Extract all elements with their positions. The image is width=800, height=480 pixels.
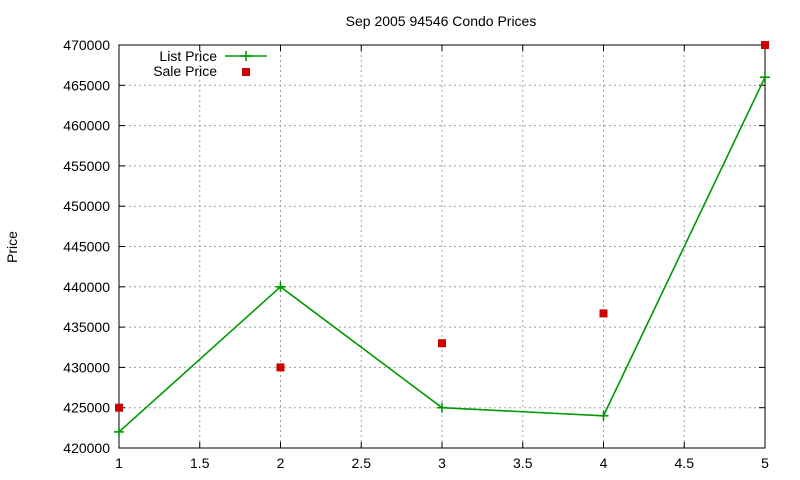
sale-price-point	[115, 403, 123, 412]
legend-swatch-sale-price	[242, 68, 250, 76]
chart-title: Sep 2005 94546 Condo Prices	[346, 13, 537, 29]
x-tick-label: 3	[438, 455, 446, 471]
list-price-point	[760, 72, 770, 83]
y-tick-label: 465000	[63, 77, 110, 93]
legend-label-list-price: List Price	[159, 48, 217, 64]
list-price-point	[114, 426, 124, 437]
y-tick-label: 425000	[63, 400, 110, 416]
sale-price-point	[599, 309, 608, 318]
grid	[119, 45, 765, 448]
x-tick-label: 4	[600, 455, 608, 471]
y-tick-label: 455000	[63, 158, 110, 174]
y-tick-label: 420000	[63, 440, 110, 456]
x-tick-label: 1.5	[190, 455, 210, 471]
list-price-point	[598, 410, 609, 421]
x-tick-label: 3.5	[513, 455, 533, 471]
series	[114, 41, 770, 437]
y-tick-label: 430000	[63, 359, 110, 375]
y-tick-label: 435000	[63, 319, 110, 335]
list-price-point	[275, 281, 286, 292]
y-tick-label: 470000	[63, 37, 110, 53]
legend-label-sale-price: Sale Price	[153, 63, 217, 79]
x-tick-label: 2.5	[352, 455, 372, 471]
axis-ticks: 1 1.5 2 2.5 3 3.5 4 4.5 5 420000 425000 430000 43500…	[63, 37, 769, 471]
x-tick-label: 2	[277, 455, 285, 471]
y-tick-label: 445000	[63, 239, 110, 255]
x-tick-label: 1	[115, 455, 123, 471]
x-tick-label: 5	[761, 455, 769, 471]
y-tick-label: 450000	[63, 198, 110, 214]
sale-price-point	[276, 363, 285, 372]
sale-price-point	[438, 339, 446, 348]
y-tick-label: 460000	[63, 118, 110, 134]
sale-price-point	[761, 41, 769, 49]
list-price-point	[437, 402, 447, 413]
legend-marker-list-price	[241, 51, 251, 61]
y-tick-label: 440000	[63, 279, 110, 295]
x-tick-label: 4.5	[675, 455, 695, 471]
y-axis-label: Price	[4, 231, 20, 263]
